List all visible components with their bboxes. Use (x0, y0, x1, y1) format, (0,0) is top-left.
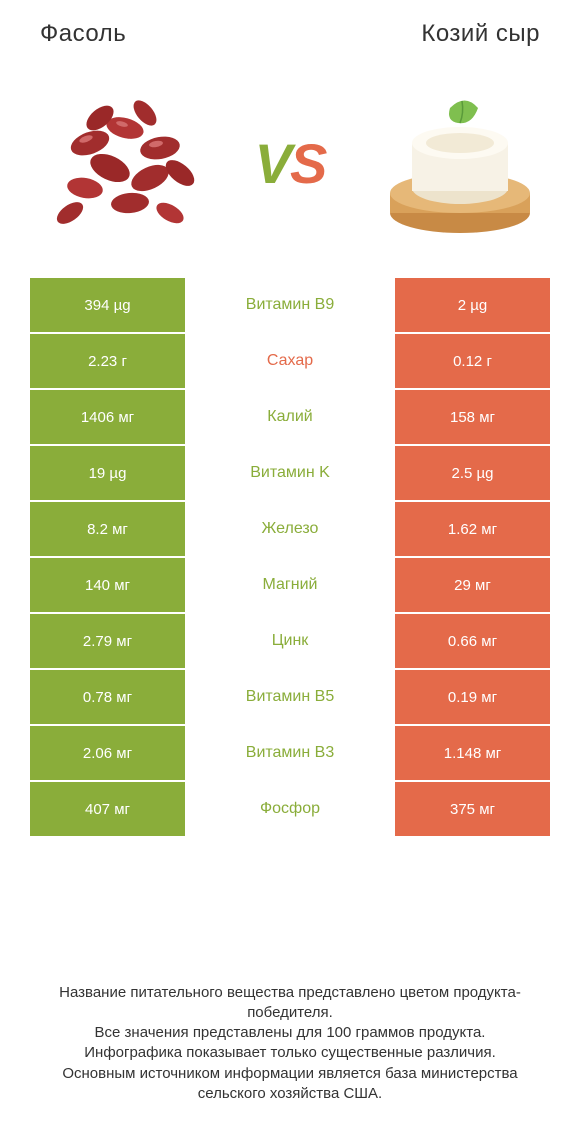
footer-line: Инфографика показывает только существенн… (30, 1043, 550, 1063)
nutrient-label: Витамин K (185, 446, 395, 500)
nutrient-label: Сахар (185, 334, 395, 388)
value-left: 19 µg (30, 446, 185, 500)
value-right: 1.62 мг (395, 502, 550, 556)
value-left: 2.23 г (30, 334, 185, 388)
nutrient-label: Калий (185, 390, 395, 444)
table-row: 0.78 мгВитамин B50.19 мг (30, 670, 550, 724)
value-right: 0.12 г (395, 334, 550, 388)
value-left: 0.78 мг (30, 670, 185, 724)
value-left: 407 мг (30, 782, 185, 836)
footer-note: Название питательного вещества представл… (30, 983, 550, 1105)
vs-badge: VS (255, 131, 326, 196)
header: Фасоль Козий сыр (0, 0, 580, 58)
value-right: 0.19 мг (395, 670, 550, 724)
title-right: Козий сыр (421, 20, 540, 48)
table-row: 1406 мгКалий158 мг (30, 390, 550, 444)
cheese-illustration (350, 73, 550, 253)
value-left: 394 µg (30, 278, 185, 332)
nutrient-label: Витамин B3 (185, 726, 395, 780)
title-left: Фасоль (40, 20, 126, 48)
value-left: 8.2 мг (30, 502, 185, 556)
value-right: 29 мг (395, 558, 550, 612)
value-right: 0.66 мг (395, 614, 550, 668)
table-row: 2.79 мгЦинк0.66 мг (30, 614, 550, 668)
nutrient-label: Железо (185, 502, 395, 556)
table-row: 2.06 мгВитамин B31.148 мг (30, 726, 550, 780)
beans-icon (30, 73, 230, 253)
value-right: 375 мг (395, 782, 550, 836)
value-left: 1406 мг (30, 390, 185, 444)
illustration-row: VS (0, 58, 580, 278)
nutrient-label: Фосфор (185, 782, 395, 836)
beans-illustration (30, 73, 230, 253)
value-left: 2.79 мг (30, 614, 185, 668)
value-left: 2.06 мг (30, 726, 185, 780)
footer-line: Все значения представлены для 100 граммо… (30, 1023, 550, 1043)
nutrient-label: Магний (185, 558, 395, 612)
table-row: 407 мгФосфор375 мг (30, 782, 550, 836)
value-right: 2.5 µg (395, 446, 550, 500)
vs-v: V (255, 132, 290, 195)
footer-line: Основным источником информации является … (30, 1064, 550, 1105)
table-row: 2.23 гСахар0.12 г (30, 334, 550, 388)
value-right: 158 мг (395, 390, 550, 444)
table-row: 19 µgВитамин K2.5 µg (30, 446, 550, 500)
nutrient-label: Витамин B5 (185, 670, 395, 724)
table-row: 8.2 мгЖелезо1.62 мг (30, 502, 550, 556)
value-right: 2 µg (395, 278, 550, 332)
nutrient-label: Цинк (185, 614, 395, 668)
table-row: 394 µgВитамин B92 µg (30, 278, 550, 332)
footer-line: Название питательного вещества представл… (30, 983, 550, 1024)
value-right: 1.148 мг (395, 726, 550, 780)
vs-s: S (290, 132, 325, 195)
table-row: 140 мгМагний29 мг (30, 558, 550, 612)
comparison-table: 394 µgВитамин B92 µg2.23 гСахар0.12 г140… (0, 278, 580, 836)
value-left: 140 мг (30, 558, 185, 612)
nutrient-label: Витамин B9 (185, 278, 395, 332)
cheese-icon (350, 73, 550, 253)
